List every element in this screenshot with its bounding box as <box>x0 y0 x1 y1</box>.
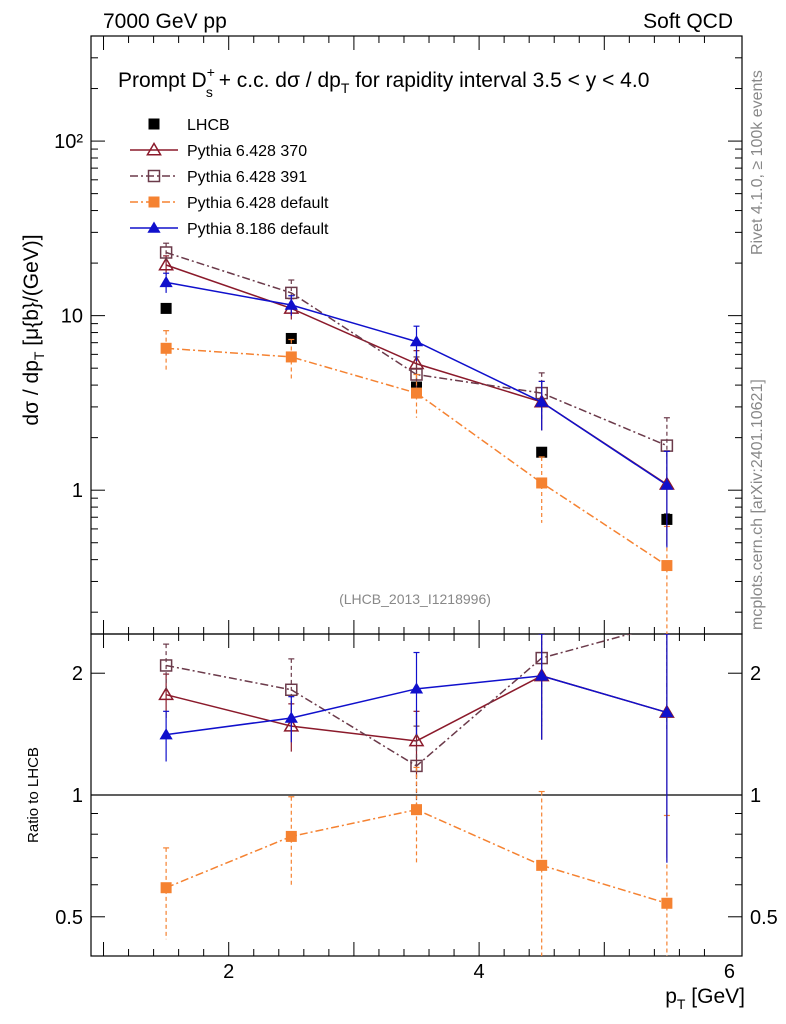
main-point-py8 <box>284 298 298 310</box>
ratio-point-py370 <box>408 733 425 747</box>
main-ytick-label: 10 <box>61 306 83 328</box>
ratio-point-py8 <box>284 711 298 723</box>
legend-label-py391: Pythia 6.428 391 <box>187 169 307 186</box>
ratio-point-pydef <box>160 882 172 894</box>
ratio-point-py391 <box>285 683 298 697</box>
xtick-label: 4 <box>474 961 485 983</box>
mcplots-label: mcplots.cern.ch [arXiv:2401.10621] <box>749 379 766 630</box>
legend-marker-py370 <box>146 142 162 156</box>
plot-title: Prompt D+ s + c.c. dσ / dpT for rapidity … <box>118 64 649 100</box>
ratio-series-group <box>158 634 675 956</box>
ratio-ytick-label-left: 2 <box>72 663 83 685</box>
ratio-ytick-label-right: 1 <box>750 785 761 807</box>
main-point-py391 <box>159 246 173 259</box>
main-series-py391 <box>159 242 674 491</box>
header-right: Soft QCD <box>643 10 733 33</box>
legend-marker-py8 <box>147 221 161 233</box>
ratio-ytick-label-right: 0.5 <box>750 907 778 929</box>
svg-text:dσ / dpT [μ{b}/(GeV)]: dσ / dpT [μ{b}/(GeV)] <box>20 234 47 425</box>
ratio-point-py8 <box>535 669 549 681</box>
header-left: 7000 GeV pp <box>103 10 227 33</box>
ratio-series-py8 <box>159 634 674 863</box>
main-ytick-label: 1 <box>72 480 83 502</box>
main-line-py391 <box>165 251 668 447</box>
main-series-pydef <box>160 330 673 634</box>
main-point-pydef <box>160 342 172 354</box>
ratio-ytick-label-left: 0.5 <box>55 907 83 929</box>
legend-entry-py391: Pythia 6.428 391 <box>130 169 307 186</box>
svg-text:Prompt D+s + c.c. dσ / dpT fo: Prompt D+ s + c.c. dσ / dpT for rapidity … <box>118 64 649 100</box>
ratio-axis-ticks: 0.5 0.5 1 1 2 2 <box>55 663 778 957</box>
main-point-lhcb <box>536 446 548 458</box>
legend-marker-py391 <box>147 169 161 183</box>
xlabel: pT [GeV] <box>665 985 745 1012</box>
main-point-py8 <box>535 395 549 407</box>
main-line-pydef <box>166 347 668 567</box>
main-point-py391 <box>410 368 423 381</box>
ratio-point-py8 <box>159 728 173 740</box>
legend-entry-py8: Pythia 8.186 default <box>130 221 329 238</box>
ratio-series-pydef <box>160 766 673 956</box>
ratio-point-pydef <box>411 804 422 816</box>
analysis-tag: (LHCB_2013_I1218996) <box>339 591 491 607</box>
main-point-lhcb <box>160 302 172 314</box>
main-point-pydef <box>661 560 673 572</box>
main-axis-ticks: 1 10 10² <box>54 35 742 613</box>
legend-entry-py370: Pythia 6.428 370 <box>130 142 307 160</box>
legend-label-lhcb: LHCB <box>187 117 230 134</box>
ratio-point-pydef <box>661 897 673 909</box>
svg-text:pT [GeV]: pT [GeV] <box>665 985 745 1012</box>
main-point-pydef <box>285 351 297 363</box>
legend-label-pydef: Pythia 6.428 default <box>187 195 329 212</box>
main-series-group <box>158 242 675 634</box>
legend-marker-lhcb <box>148 118 160 130</box>
ratio-line-py391 <box>165 634 633 767</box>
legend-entry-lhcb: LHCB <box>148 117 230 134</box>
xtick-label: 6 <box>724 961 735 983</box>
main-point-pydef <box>536 477 548 489</box>
main-point-lhcb <box>285 332 297 344</box>
ratio-point-py370 <box>158 686 175 701</box>
main-ytick-label: 10² <box>54 131 83 153</box>
ratio-point-pydef <box>285 830 297 842</box>
ratio-ylabel: Ratio to LHCB <box>25 747 42 843</box>
main-point-py370 <box>158 257 175 271</box>
legend-label-py370: Pythia 6.428 370 <box>187 143 307 160</box>
main-ylabel: dσ / dpT [μ{b}/(GeV)] <box>20 234 47 425</box>
main-series-py370 <box>158 255 675 546</box>
main-point-pydef <box>411 387 422 399</box>
ratio-point-pydef <box>536 859 548 871</box>
rivet-version-label: Rivet 4.1.0, ≥ 100k events <box>749 70 766 255</box>
main-series-py8 <box>159 272 674 548</box>
legend-marker-pydef <box>148 196 160 208</box>
legend-entry-pydef: Pythia 6.428 default <box>130 195 329 212</box>
ratio-point-py391 <box>410 759 423 773</box>
legend: LHCB Pythia 6.428 370 Pythia 6.428 391 Pyth… <box>130 117 329 238</box>
main-point-py8 <box>660 478 674 490</box>
ratio-ytick-label-left: 1 <box>72 785 83 807</box>
legend-label-py8: Pythia 8.186 default <box>187 221 329 238</box>
main-point-py8 <box>159 275 173 288</box>
x-axis-ticks: 2 4 6 <box>103 36 735 983</box>
ratio-ytick-label-right: 2 <box>750 663 761 685</box>
main-point-py8 <box>409 335 424 347</box>
ratio-point-py391 <box>159 659 173 672</box>
xtick-label: 2 <box>223 961 234 983</box>
ratio-point-py8 <box>409 682 424 694</box>
ratio-point-py8 <box>660 705 674 718</box>
